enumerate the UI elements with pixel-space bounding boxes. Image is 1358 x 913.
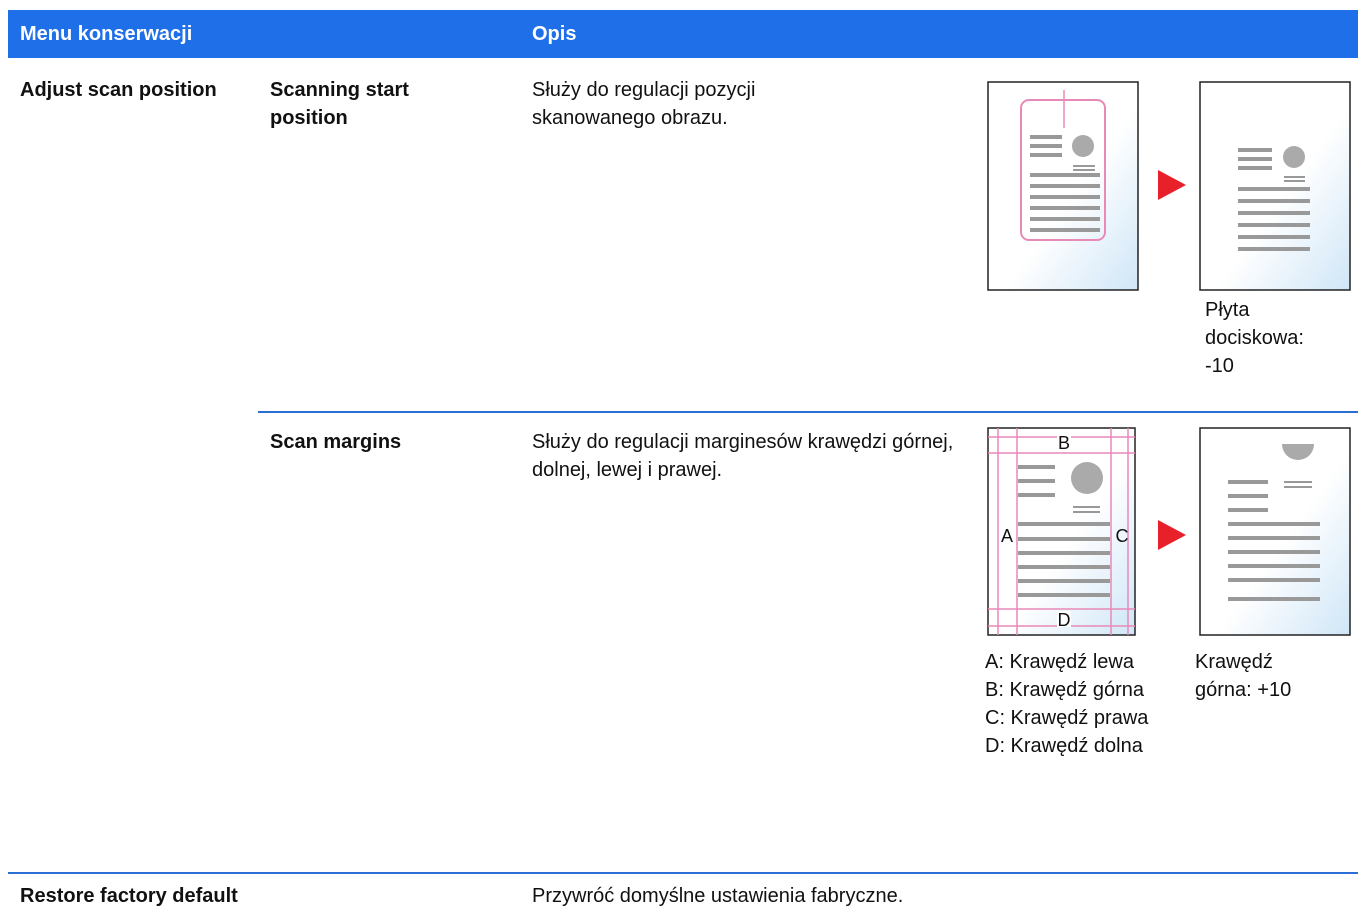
- menu-item: Restore factory default: [20, 885, 238, 907]
- legend-entry: A: Krawędź lewa: [985, 651, 1134, 673]
- menu-item: Adjust scan position: [20, 79, 217, 101]
- row2-page-before: [987, 427, 1136, 636]
- description: Przywróć domyślne ustawienia fabryczne.: [532, 885, 904, 907]
- caption: Krawędź górna: +10: [1195, 651, 1292, 701]
- figure-label: C: [1116, 526, 1129, 546]
- legend-entry: D: Krawędź dolna: [985, 735, 1143, 757]
- row2-page-after: [1199, 427, 1351, 636]
- submenu-item: Scan margins: [270, 431, 402, 453]
- header-cell: Menu konserwacji: [20, 23, 193, 45]
- legend-entry: B: Krawędź górna: [985, 679, 1144, 701]
- table-header: Menu konserwacji Opis: [8, 10, 1358, 58]
- row1-page-after: [1199, 81, 1351, 291]
- description: Służy do regulacji pozycji skanowanego o…: [532, 79, 756, 129]
- figure-label: A: [1001, 526, 1013, 546]
- submenu-item: Scanning start position: [270, 79, 409, 129]
- figure-label: B: [1058, 433, 1070, 453]
- header-cell: Opis: [532, 23, 577, 45]
- arrow: [1158, 170, 1186, 200]
- row1-page-before: [987, 81, 1139, 291]
- divider: [258, 411, 1358, 413]
- legend: A: Krawędź lewa B: Krawędź górna C: Kraw…: [985, 648, 1175, 760]
- caption: Płyta dociskowa: -10: [1205, 299, 1304, 377]
- arrow: [1158, 520, 1186, 550]
- legend-entry: C: Krawędź prawa: [985, 707, 1149, 729]
- figure-label: D: [1058, 610, 1071, 630]
- divider: [8, 872, 1358, 874]
- description: Służy do regulacji marginesów krawędzi g…: [532, 431, 954, 481]
